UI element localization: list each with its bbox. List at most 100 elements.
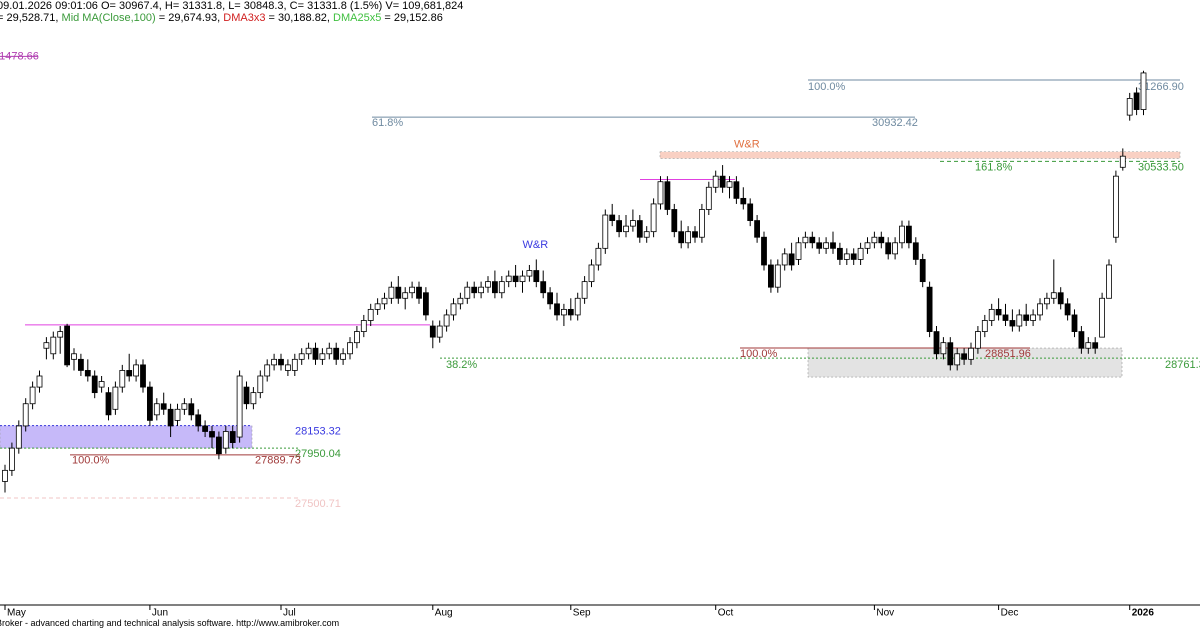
candle-body	[43, 342, 50, 349]
candle-body	[719, 175, 726, 188]
candle-body	[257, 375, 264, 394]
x-tick-label: Dec	[1001, 608, 1019, 619]
candle-body	[15, 425, 22, 449]
candle-body	[816, 242, 823, 249]
level-value-label: 27950.04	[295, 448, 341, 460]
x-tick-label: Jul	[283, 608, 296, 619]
indicator-value: = 30,188.82,	[265, 12, 334, 24]
candle-body	[636, 220, 643, 238]
candle-body	[133, 364, 140, 377]
candle-body	[692, 231, 698, 238]
candle-body	[1037, 303, 1043, 316]
zone	[807, 347, 1123, 378]
candle-body	[754, 220, 760, 238]
candle-body	[567, 308, 574, 316]
indicator-line: = 29,528.71, Mid MA(Close,100) = 29,674.…	[0, 12, 463, 24]
candle-body	[422, 292, 429, 316]
candle-body	[388, 286, 395, 299]
candle-body	[975, 331, 981, 349]
indicator-name: DMA3x3	[223, 12, 266, 24]
candle-body	[264, 364, 271, 377]
candle-body	[1085, 342, 1092, 349]
candle-body	[8, 447, 15, 471]
candle-body	[961, 353, 967, 360]
candle-body	[271, 358, 278, 366]
candle-body	[1099, 297, 1105, 338]
candle-body	[1078, 331, 1085, 349]
candle-body	[353, 331, 360, 344]
candle-body	[602, 214, 609, 249]
level-pct-label: 61.8%	[372, 117, 403, 129]
candle-body	[1044, 297, 1050, 305]
candle-body	[892, 242, 898, 255]
candle-body	[871, 236, 878, 244]
candle-body	[491, 281, 498, 294]
level-value-label: 30932.42	[872, 117, 918, 129]
candle-body	[429, 325, 436, 338]
candle-body	[657, 181, 664, 205]
zone-label: W&R	[734, 139, 760, 151]
candle-body	[768, 264, 774, 288]
quote-line: 09.01.2026 09:01:06 O= 30967.4, H= 31331…	[0, 0, 464, 12]
candle-body	[105, 392, 112, 416]
indicator-value: = 29,528.71,	[0, 12, 62, 24]
x-tick-label: Nov	[876, 608, 894, 619]
candle-body	[1106, 264, 1112, 299]
candle-body	[381, 297, 388, 305]
candle-body	[333, 347, 340, 360]
candle-body	[519, 275, 526, 283]
candle-body	[436, 325, 443, 338]
candle-body	[899, 225, 905, 244]
candle-body	[595, 247, 602, 266]
candle-body	[906, 225, 912, 244]
level-pct-label: 100.0%	[72, 455, 110, 467]
candle-body	[588, 264, 595, 283]
candle-body	[678, 231, 685, 244]
candle-body	[146, 386, 153, 421]
candle-body	[788, 253, 795, 266]
candle-body	[981, 320, 988, 332]
candle-body	[912, 242, 919, 260]
candle-body	[512, 275, 519, 283]
candle-body	[71, 353, 77, 360]
candle-body	[326, 347, 333, 355]
candle-body	[1002, 314, 1009, 321]
candle-body	[726, 181, 733, 188]
candle-body	[478, 286, 485, 294]
candle-body	[416, 286, 422, 299]
candle-body	[671, 209, 678, 233]
candle-body	[554, 303, 560, 316]
indicator-value: = 29,674.93,	[155, 12, 224, 24]
candle-body	[229, 431, 236, 443]
level-pct-label: 38.2%	[446, 359, 477, 371]
candle-body	[167, 408, 174, 427]
candle-body	[878, 236, 885, 244]
candle-body	[340, 353, 347, 360]
candle-body	[443, 314, 450, 327]
candle-body	[781, 253, 788, 266]
candle-body	[926, 286, 933, 332]
candle-body	[126, 370, 133, 377]
candle-body	[919, 259, 926, 283]
candle-body	[995, 308, 1002, 316]
candle-body	[236, 375, 243, 438]
candle-body	[1140, 72, 1147, 110]
candle-body	[153, 403, 160, 416]
candle-body	[933, 331, 940, 355]
candle-body	[471, 286, 478, 294]
level-pct-label: 100.0%	[740, 348, 778, 360]
candle-body	[733, 181, 740, 199]
candle-body	[1023, 314, 1030, 321]
candle-body	[712, 175, 719, 188]
level-value-label: 30533.50	[1138, 161, 1184, 173]
header: 09.01.2026 09:01:06 O= 30967.4, H= 31331…	[0, 0, 463, 24]
candle-body	[547, 292, 553, 305]
annotation: W&R	[523, 239, 549, 251]
candle-body	[1030, 314, 1036, 321]
candle-body	[119, 370, 126, 388]
candle-body	[450, 303, 457, 316]
level-value-label: 27500.71	[295, 498, 341, 510]
candle-body	[864, 242, 871, 249]
candle-body	[347, 342, 353, 355]
candle-body	[1057, 292, 1064, 305]
